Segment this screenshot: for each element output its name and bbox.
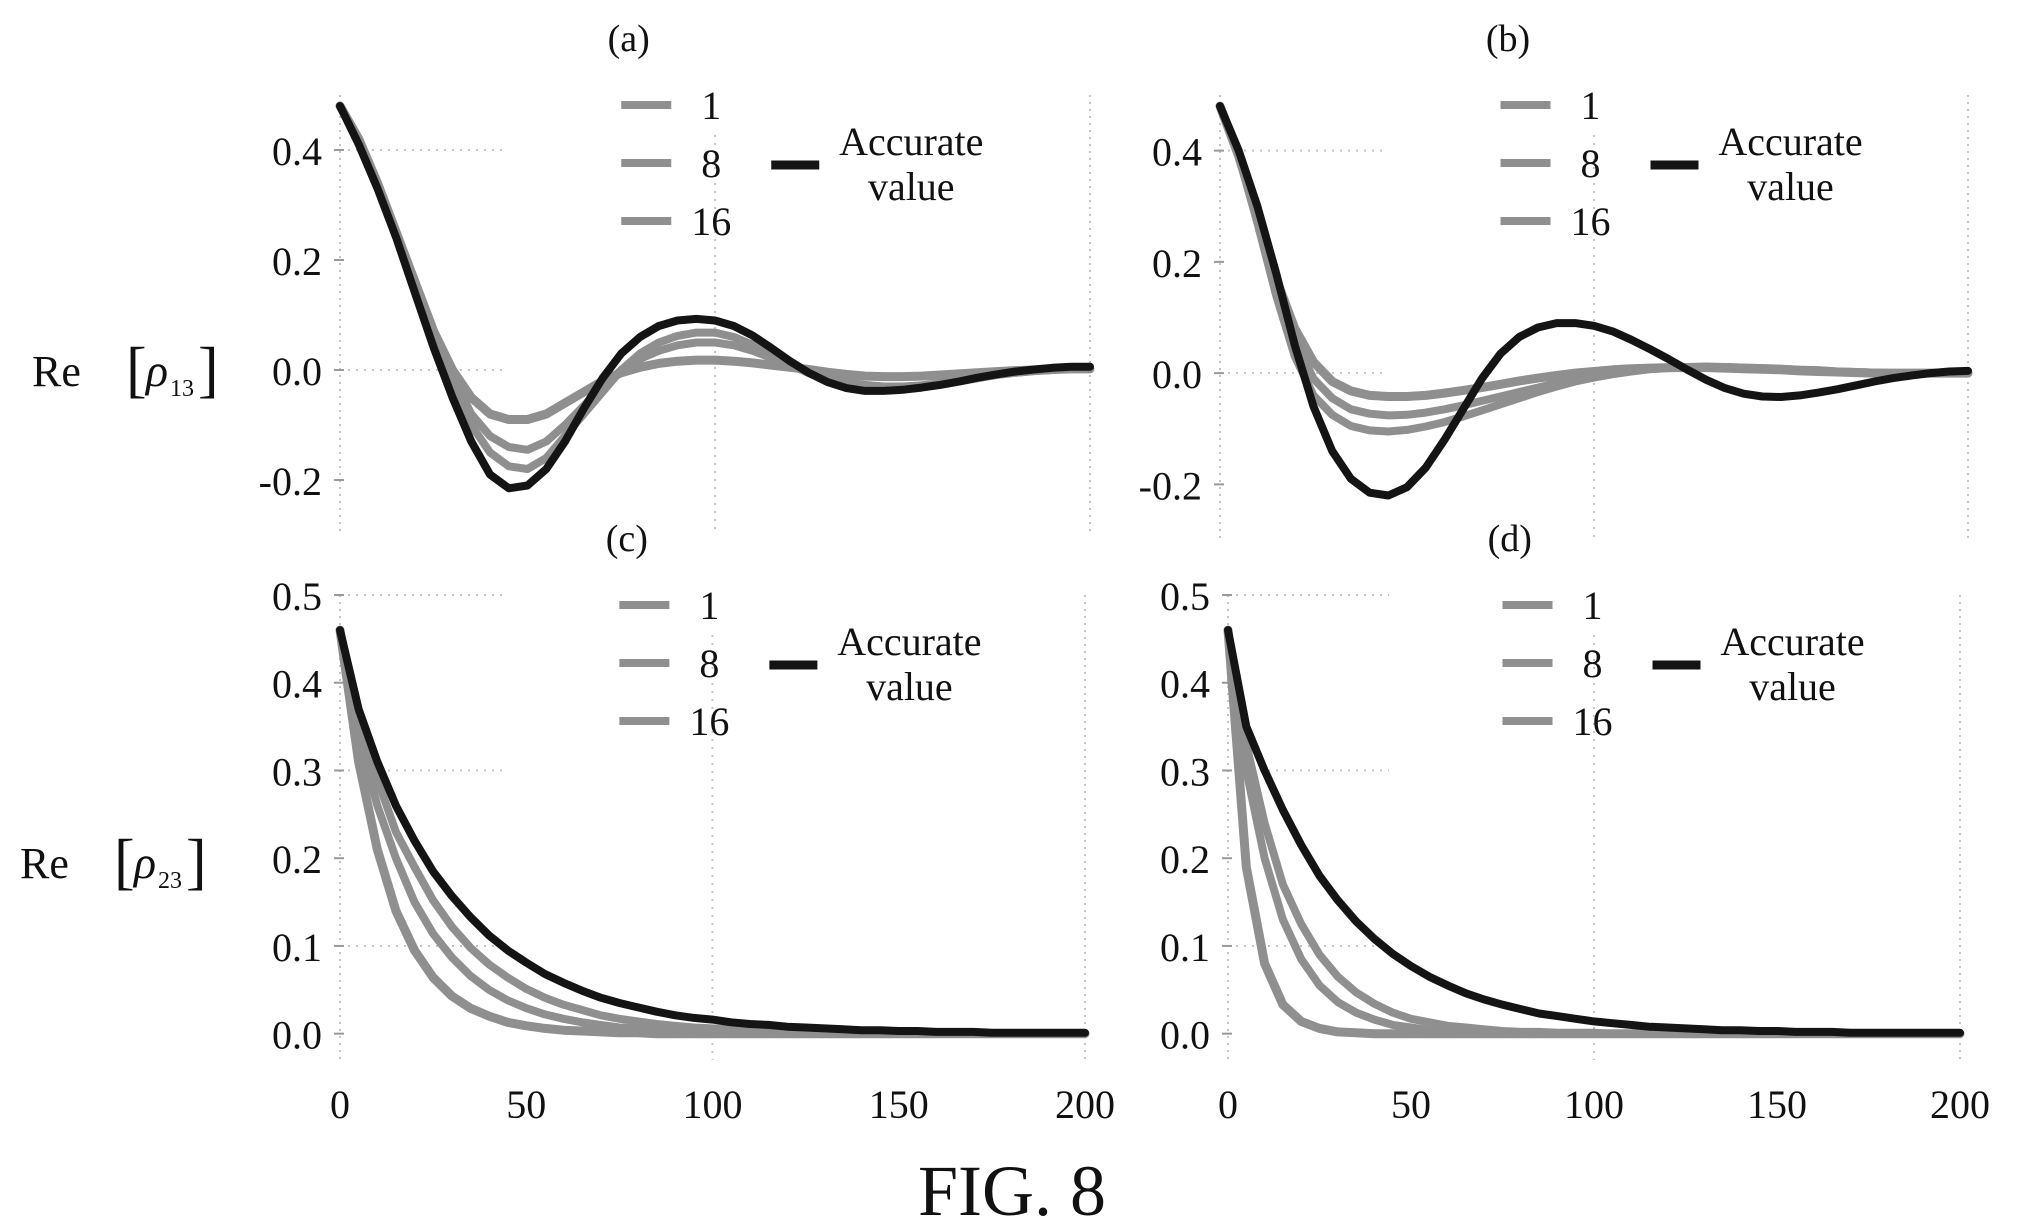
legend-label-8: 8 [699,641,719,686]
panels: -0.20.00.20.4(a)1816Accuratevalue-0.20.0… [259,18,1990,1127]
ylabel-bottom: Re [ ρ 23 ] [20,828,207,896]
y-tick-label: 0.2 [272,239,322,284]
y-tick-label: 0.0 [1160,1013,1210,1058]
y-tick-label: 0.2 [1152,241,1202,286]
panel-c: 0.0 0.1 0.2 0.3 0.4 0.5 0 50 100 150 200 (c) 1 8 16 Acc… [272,518,1115,1127]
x-tick-label: 100 [1564,1082,1624,1127]
legend-label-16: 16 [1571,199,1611,244]
y-tick-label: 0.5 [272,574,322,619]
x-tick-label: 50 [1391,1082,1431,1127]
ylabel-bottom-symbol: ρ [132,837,156,888]
x-tick-label: 100 [683,1082,743,1127]
y-tick-label: -0.2 [259,459,322,504]
ylabel-top-lbracket: [ [126,336,147,404]
y-tick-label: 0.2 [272,837,322,882]
legend-label-1: 1 [699,583,719,628]
ylabel-bottom-subscript: 23 [158,868,182,894]
legend-label-1: 1 [1581,83,1601,128]
legend-label-16: 16 [1573,699,1613,744]
figure-caption: FIG. 8 [918,1151,1106,1231]
series-accurate-value-line [1216,102,1972,500]
panel-label: (c) [606,518,648,560]
y-tick-label: 0.0 [272,349,322,394]
legend-label-16: 16 [691,199,731,244]
series-accurate-value-line [336,626,1089,1037]
y-tick-label: 0.5 [1160,574,1210,619]
ylabel-top-prefix: Re [32,347,81,396]
y-tick-label: 0.4 [272,662,322,707]
ylabel-top-symbol: ρ [144,345,168,396]
series-8-line [336,626,1089,1038]
series-16-line [1216,102,1972,436]
legend-label-8: 8 [1581,141,1601,186]
ylabel-bottom-lbracket: [ [114,828,135,896]
x-tick-label: 0 [330,1082,350,1127]
legend-label-8: 8 [1583,641,1603,686]
legend-label-16: 16 [689,699,729,744]
legend-label-value: value [868,164,955,209]
legend-label-value: value [1747,164,1834,209]
legend-label-value: value [866,664,953,709]
ylabel-bottom-rbracket: ] [186,828,207,896]
ylabel-bottom-prefix: Re [20,839,69,888]
legend-label-accurate: Accurate [1718,119,1862,164]
x-tick-label: 0 [1218,1082,1238,1127]
y-tick-label: -0.2 [1139,463,1202,508]
y-tick-label: 0.1 [272,925,322,970]
legend-label-accurate: Accurate [837,619,981,664]
y-tick-label: 0.4 [1160,662,1210,707]
legend-label-accurate: Accurate [1720,619,1864,664]
x-tick-label: 200 [1055,1082,1115,1127]
legend-label-value: value [1749,664,1836,709]
y-tick-label: 0.4 [1152,130,1202,175]
y-tick-label: 0.4 [272,129,322,174]
x-tick-label: 200 [1930,1082,1990,1127]
ylabel-top: Re [ ρ 13 ] [32,336,219,404]
x-tick-label: 150 [869,1082,929,1127]
legend-label-accurate: Accurate [839,119,983,164]
x-tick-label: 50 [506,1082,546,1127]
y-tick-label: 0.0 [272,1013,322,1058]
legend-label-1: 1 [1583,583,1603,628]
legend-label-8: 8 [701,141,721,186]
y-tick-label: 0.1 [1160,925,1210,970]
series-accurate-value-line [1224,626,1964,1037]
series-1-line [335,625,1090,1039]
panel-label: (d) [1488,518,1532,560]
panel-d: 0.0 0.1 0.2 0.3 0.4 0.5 0 50 100 150 200 (d) 1 8 16 Acc… [1160,518,1990,1127]
series-16-line [336,626,1089,1038]
panel-label: (b) [1486,18,1530,60]
series-1-line [335,101,1095,424]
y-tick-label: 0.2 [1160,837,1210,882]
ylabel-top-subscript: 13 [170,376,194,402]
series-16-line [1224,626,1964,1038]
ylabel-top-rbracket: ] [198,336,219,404]
y-tick-label: 0.3 [272,749,322,794]
y-tick-label: 0.0 [1152,352,1202,397]
y-tick-label: 0.3 [1160,749,1210,794]
panel-label: (a) [608,18,650,60]
x-tick-label: 150 [1747,1082,1807,1127]
series-accurate-value-line [336,102,1094,493]
legend-label-1: 1 [701,83,721,128]
